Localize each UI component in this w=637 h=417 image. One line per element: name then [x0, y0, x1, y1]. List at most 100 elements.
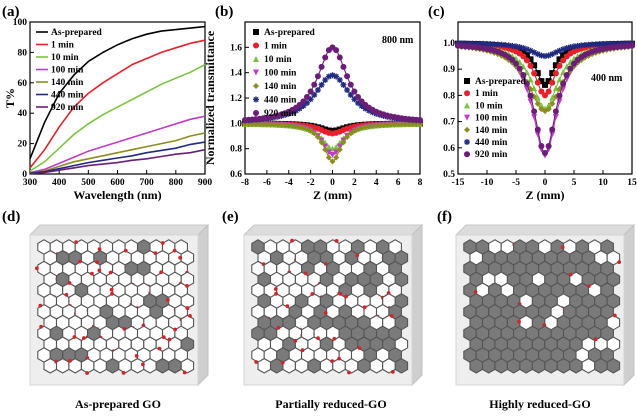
chart-c-point-920-min — [516, 65, 523, 72]
chart-b-point-920-min — [351, 88, 358, 95]
sheet-as-prepared-go — [28, 223, 210, 387]
sheet-d-oxygen-group — [182, 370, 187, 375]
chart-c-point-440-min — [538, 52, 545, 59]
sheet-d-oxygen-group — [85, 371, 89, 375]
chart-c-point-440-min — [571, 43, 577, 50]
chart-b-point-440-min — [307, 96, 314, 103]
chart-b-point-140-min — [409, 121, 416, 128]
chart-b-point-920-min — [347, 81, 354, 88]
chart-b-ytick-label: 1.6 — [230, 43, 242, 53]
chart-c-legend-marker-920-min — [464, 151, 470, 158]
chart-c-legend-marker-100-min — [464, 114, 470, 121]
sheet-d-oxygen-group — [134, 354, 139, 358]
chart-b-point-140-min — [365, 123, 372, 130]
chart-c-point-920-min — [509, 56, 516, 63]
sheet-f-carbon-ring — [481, 357, 496, 374]
chart-b-legend-marker-440-min — [253, 96, 259, 103]
sheet-e-oxygen-group — [274, 291, 278, 296]
chart-a-xtick-label: 400 — [52, 178, 67, 188]
chart-b-legend-440-min: 440 min — [264, 96, 297, 106]
chart-c-point-as-prepared — [545, 78, 552, 85]
sheet-d-oxygen-group — [97, 268, 102, 273]
sheet-d-oxygen-group — [110, 291, 114, 296]
chart-c-point-440-min — [473, 40, 480, 47]
chart-c-point-1-min — [545, 88, 552, 95]
chart-c-point-1-min — [534, 79, 541, 86]
sheet-d-slab-side — [197, 223, 209, 387]
chart-a-series-as-prepared — [29, 25, 206, 160]
sheet-e-oxygen-group — [254, 360, 259, 364]
chart-a-transmittance: 300 400 500 600 700 800 900 0 20 40 60 80 100 Wavelen… — [3, 18, 212, 202]
sheet-e-oxygen-group — [390, 370, 395, 374]
chart-c-point-920-min — [531, 108, 538, 115]
chart-a-xtick-label: 500 — [81, 178, 96, 188]
chart-c-legend-marker-10-min — [464, 102, 470, 109]
sheet-d-oxygen-group — [82, 336, 86, 340]
chart-b-ytick-label: 1.2 — [230, 94, 242, 104]
chart-a-ytick-label: 20 — [18, 140, 28, 150]
panel-label-d: (d) — [2, 209, 20, 225]
sheet-d-oxygen-group — [34, 266, 39, 271]
chart-c-point-100-min — [534, 131, 541, 138]
chart-c-point-10-min — [556, 76, 563, 83]
sheet-e-oxygen-group — [338, 292, 343, 296]
chart-b-point-100-min — [329, 152, 336, 158]
chart-b-point-140-min — [322, 146, 329, 153]
chart-c-point-440-min — [610, 40, 617, 47]
chart-b-point-440-min — [340, 81, 347, 88]
chart-c-point-as-prepared — [527, 56, 534, 63]
sheet-e-oxygen-group — [332, 336, 337, 341]
chart-b-point-140-min — [311, 130, 318, 137]
sheet-d-oxygen-group — [160, 241, 165, 245]
chart-b-point-140-min — [285, 122, 292, 129]
sheet-f-carbon-ring — [556, 357, 571, 374]
chart-c-point-440-min — [509, 42, 516, 49]
sheet-d-oxygen-group — [123, 248, 128, 253]
chart-b-ylabel: Normalized transmittance — [203, 30, 217, 165]
chart-b-point-440-min — [329, 72, 336, 79]
chart-b-legend-100-min: 100 min — [264, 69, 297, 79]
chart-c-ytick-label: 0.5 — [443, 170, 455, 180]
chart-c-point-440-min — [545, 52, 552, 59]
chart-c-ytick-label: 0.9 — [443, 65, 455, 75]
chart-a-ytick-label: 0 — [22, 170, 27, 180]
sheet-f-carbon-ring — [581, 357, 596, 374]
chart-b-point-920-min — [417, 117, 423, 124]
chart-b-legend-marker-1-min — [253, 42, 259, 49]
sheet-d-oxygen-group — [67, 281, 72, 285]
chart-a-ylabel: T% — [3, 88, 17, 108]
chart-b-point-140-min — [278, 122, 285, 129]
chart-c-point-440-min — [520, 45, 527, 52]
panel-label-b: (b) — [215, 4, 233, 20]
sheet-d-oxygen-group — [167, 337, 172, 342]
sheet-partially-reduced-go — [242, 223, 424, 387]
sheet-d-carbon-ring — [180, 357, 195, 374]
chart-b-point-440-min — [296, 105, 303, 112]
sheet-f-carbon-ring — [569, 357, 583, 374]
chart-c-point-440-min — [527, 47, 534, 54]
chart-c-point-1-min — [560, 57, 567, 64]
chart-b-xtick-label: 8 — [418, 178, 423, 188]
chart-b-point-440-min — [322, 77, 329, 84]
sheet-f-slab-side — [623, 223, 635, 387]
chart-c-point-920-min — [527, 92, 534, 99]
chart-c-point-10-min — [534, 94, 541, 101]
chart-a-series-440-min — [29, 141, 206, 174]
chart-c-point-440-min — [596, 41, 603, 48]
chart-b-point-140-min — [344, 134, 351, 141]
chart-b-point-140-min — [384, 121, 391, 128]
chart-c-point-1-min — [538, 88, 545, 95]
chart-b-point-140-min — [267, 121, 274, 128]
chart-b-point-920-min — [333, 47, 340, 54]
chart-c-point-140-min — [549, 100, 556, 107]
chart-b-point-140-min — [355, 126, 362, 133]
sheet-d-oxygen-group — [64, 292, 69, 297]
chart-b-point-100-min — [325, 149, 332, 156]
chart-c-point-920-min — [545, 143, 552, 150]
sheet-d-oxygen-group — [74, 240, 78, 245]
sheet-e-oxygen-group — [310, 292, 315, 296]
sheet-f-carbon-ring — [469, 357, 484, 374]
chart-c-xlabel: Z (mm) — [526, 188, 565, 202]
chart-c-legend-as-prepared: As-prepared — [475, 77, 527, 87]
sheet-d-oxygen-group — [157, 346, 162, 351]
